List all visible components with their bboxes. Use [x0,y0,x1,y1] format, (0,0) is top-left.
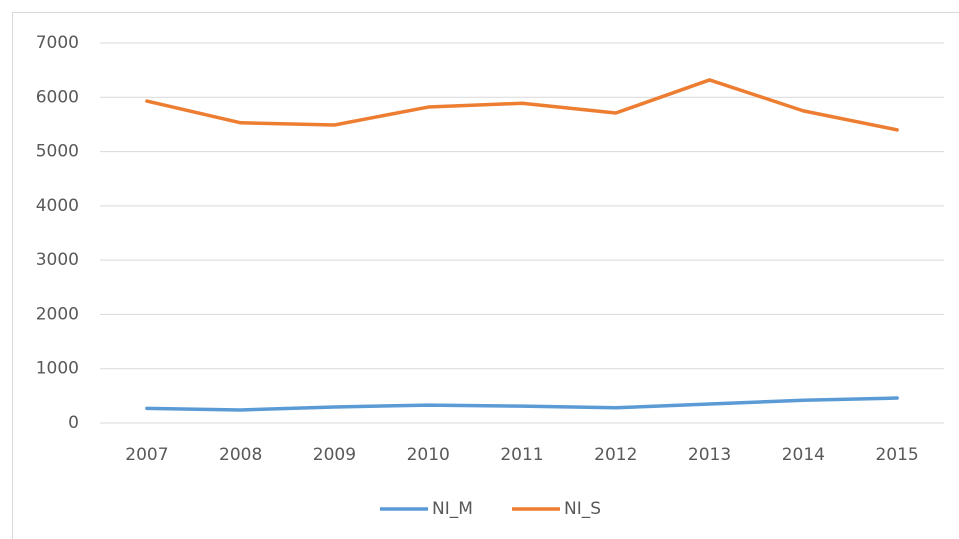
x-tick-label: 2011 [500,445,543,465]
x-tick-label: 2014 [782,445,825,465]
chart-border [12,12,959,539]
legend-label: NI_S [564,499,601,519]
x-tick-label: 2013 [688,445,731,465]
x-tick-label: 2010 [407,445,450,465]
y-tick-label: 5000 [36,142,79,162]
y-tick-label: 0 [68,413,79,433]
series-line [145,78,899,132]
x-tick-label: 2007 [125,445,168,465]
legend-label: NI_M [432,499,473,519]
y-tick-label: 6000 [36,87,79,107]
y-tick-label: 2000 [36,304,79,324]
x-tick-label: 2009 [313,445,356,465]
y-tick-label: 7000 [36,33,79,53]
y-tick-label: 1000 [36,359,79,379]
x-tick-label: 2012 [594,445,637,465]
series-line [145,396,899,412]
x-tick-label: 2008 [219,445,262,465]
y-tick-label: 4000 [36,196,79,216]
x-tick-label: 2015 [875,445,918,465]
y-tick-label: 3000 [36,250,79,270]
